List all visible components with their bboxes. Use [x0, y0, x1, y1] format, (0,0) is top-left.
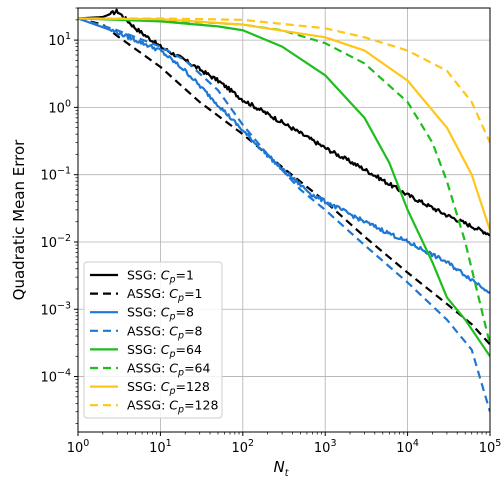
series-line-ssg-cp128	[78, 17, 490, 231]
x-tick-label: 103	[314, 438, 337, 456]
series-layer	[78, 8, 490, 413]
x-axis-label-main: N	[274, 458, 285, 476]
legend-label: SSG: Cp=64	[127, 342, 202, 360]
x-axis-label-subscript: t	[285, 468, 290, 479]
x-axis-label: Nt	[274, 458, 290, 479]
y-tick-label: 10−3	[40, 300, 71, 318]
y-axis-label: Quadratic Mean Error	[10, 139, 28, 300]
legend-label: ASSG: Cp=8	[127, 323, 203, 341]
y-axis: 10−4 10−3 10−2 10−1 100 101	[40, 7, 78, 424]
legend-label: ASSG: Cp=128	[127, 398, 218, 416]
series-line-ssg-cp1	[78, 8, 490, 237]
series-line-assg-cp1	[78, 17, 490, 346]
legend-label: SSG: Cp=128	[127, 379, 210, 397]
legend-label: ASSG: Cp=1	[127, 286, 203, 304]
legend-label: SSG: Cp=8	[127, 305, 194, 323]
plot-frame	[77, 7, 491, 433]
x-tick-label: 100	[67, 438, 90, 456]
y-tick-label: 10−4	[40, 368, 71, 386]
y-tick-label: 10−1	[40, 166, 71, 184]
x-tick-label: 102	[232, 438, 255, 456]
series-line-ssg-cp8	[78, 17, 490, 294]
x-tick-label: 105	[479, 438, 502, 456]
legend-box	[83, 261, 223, 419]
grid	[78, 8, 490, 432]
x-tick-label: 104	[396, 438, 419, 456]
series-line-assg-cp128	[78, 17, 490, 144]
y-tick-label: 101	[48, 31, 71, 49]
legend-label: ASSG: Cp=64	[127, 361, 210, 379]
y-tick-label: 100	[48, 98, 71, 116]
series-line-assg-cp8	[78, 17, 490, 413]
x-axis: 100 101 102 103 104 105	[67, 432, 502, 456]
legend-label: SSG: Cp=1	[127, 268, 194, 286]
x-tick-label: 101	[149, 438, 172, 456]
y-tick-label: 10−2	[40, 233, 71, 251]
series-line-ssg-cp64	[78, 17, 490, 357]
